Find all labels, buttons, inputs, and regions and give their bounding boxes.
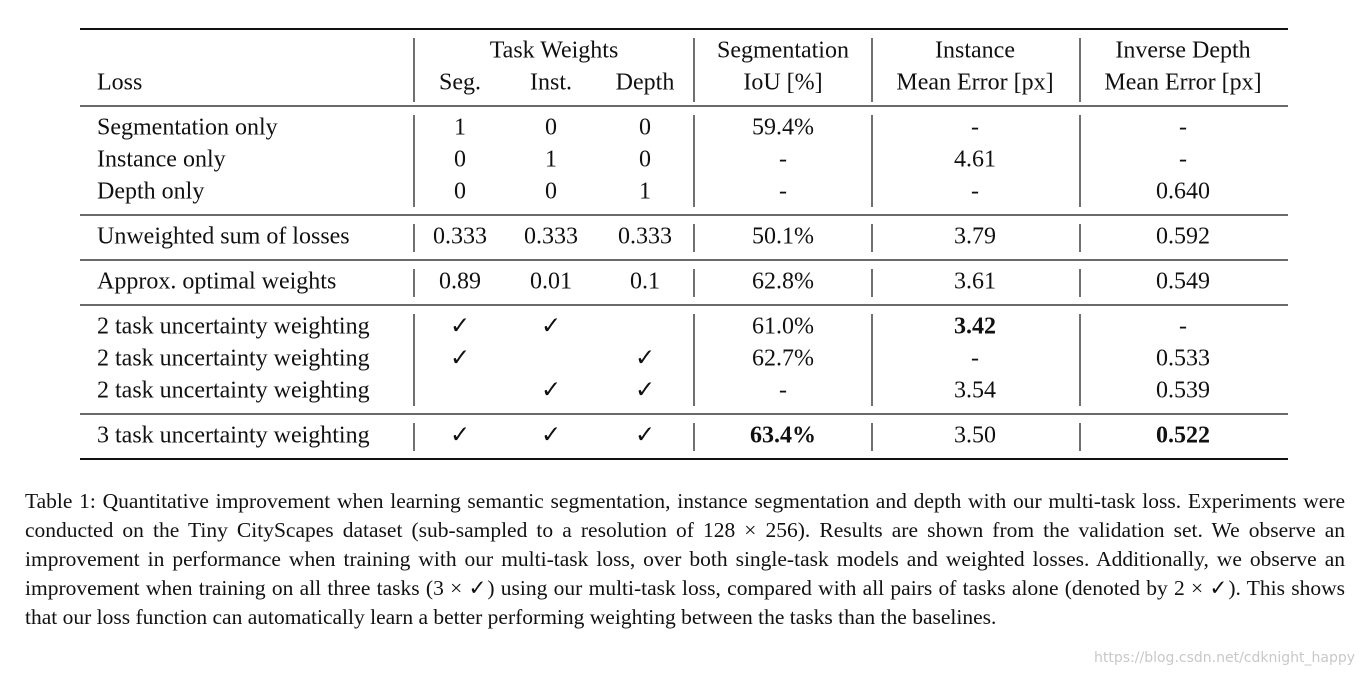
row-label: Instance only	[97, 147, 226, 173]
header-cell: Task Weights	[490, 38, 619, 64]
cell: ✓	[635, 378, 655, 404]
cell: 3.79	[954, 224, 996, 250]
cell: 0.1	[630, 269, 660, 295]
cell: 0	[639, 115, 651, 141]
cell: 3.54	[954, 378, 996, 404]
header-cell: Seg.	[439, 70, 481, 96]
cell: 63.4%	[750, 423, 816, 449]
cell: -	[971, 179, 979, 205]
cell: ✓	[635, 423, 655, 449]
row-label: 2 task uncertainty weighting	[97, 346, 370, 372]
header-cell: Depth	[616, 70, 675, 96]
row-label: Depth only	[97, 179, 204, 205]
cell: -	[779, 378, 787, 404]
row-label: Unweighted sum of losses	[97, 224, 350, 250]
cell: ✓	[541, 378, 561, 404]
cell: 0.592	[1156, 224, 1210, 250]
cell: 1	[454, 115, 466, 141]
cell: 0.01	[530, 269, 572, 295]
header-cell: IoU [%]	[743, 70, 822, 96]
cell: -	[1179, 115, 1187, 141]
row-label: Segmentation only	[97, 115, 278, 141]
cell: 0.89	[439, 269, 481, 295]
watermark: https://blog.csdn.net/cdknight_happy	[1094, 650, 1355, 666]
cell: 50.1%	[752, 224, 814, 250]
cell: 0	[454, 147, 466, 173]
header-cell: Inverse Depth	[1115, 38, 1250, 64]
row-label: Approx. optimal weights	[97, 269, 336, 295]
cell: 0.533	[1156, 346, 1210, 372]
cell: 0.333	[433, 224, 487, 250]
caption: Table 1: Quantitative improvement when l…	[25, 489, 1345, 629]
cell: 62.8%	[752, 269, 814, 295]
cell: 1	[545, 147, 557, 173]
cell: 61.0%	[752, 314, 814, 340]
cell: 1	[639, 179, 651, 205]
cell: 0.522	[1156, 423, 1210, 449]
cell: ✓	[635, 346, 655, 372]
cell: 0.333	[618, 224, 672, 250]
cell: 0.333	[524, 224, 578, 250]
header-cell: Segmentation	[717, 38, 849, 64]
cell: ✓	[541, 314, 561, 340]
cell: 0.640	[1156, 179, 1210, 205]
cell: 0.549	[1156, 269, 1210, 295]
cell: -	[971, 346, 979, 372]
cell: 3.50	[954, 423, 996, 449]
header-cell: Loss	[97, 70, 142, 96]
cell: -	[1179, 147, 1187, 173]
cell: 0	[545, 179, 557, 205]
cell: 62.7%	[752, 346, 814, 372]
cell: 3.61	[954, 269, 996, 295]
row-label: 2 task uncertainty weighting	[97, 314, 370, 340]
cell: ✓	[541, 423, 561, 449]
header-cell: Instance	[935, 38, 1015, 64]
cell: 0	[454, 179, 466, 205]
header-cell: Mean Error [px]	[896, 70, 1053, 96]
cell: 0.539	[1156, 378, 1210, 404]
cell: 59.4%	[752, 115, 814, 141]
cell: 3.42	[954, 314, 996, 340]
header-cell: Inst.	[530, 70, 572, 96]
cell: 4.61	[954, 147, 996, 173]
cell: -	[1179, 314, 1187, 340]
cell: -	[779, 147, 787, 173]
cell: -	[971, 115, 979, 141]
cell: ✓	[450, 314, 470, 340]
cell: 0	[639, 147, 651, 173]
cell: -	[779, 179, 787, 205]
cell: ✓	[450, 423, 470, 449]
row-label: 2 task uncertainty weighting	[97, 378, 370, 404]
row-label: 3 task uncertainty weighting	[97, 423, 370, 449]
table: Loss Task Weights Seg. Inst. Depth Segmentati…	[80, 28, 1288, 460]
cell: 0	[545, 115, 557, 141]
header-cell: Mean Error [px]	[1104, 70, 1261, 96]
cell: ✓	[450, 346, 470, 372]
